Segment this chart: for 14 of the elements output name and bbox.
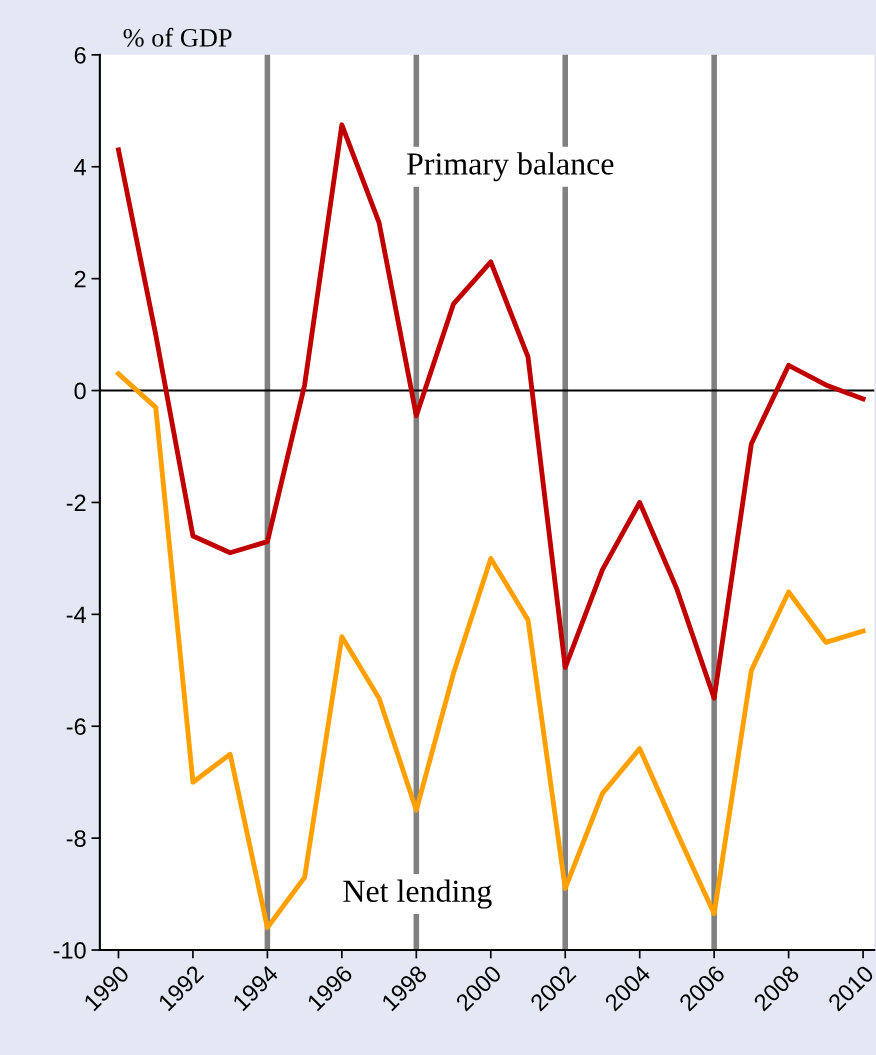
annotation: Net lending xyxy=(343,879,492,909)
y-tick-label: -2 xyxy=(66,494,86,511)
annotation: Primary balance xyxy=(406,152,614,182)
y-tick-label: -8 xyxy=(66,830,86,847)
y-tick-label: -10 xyxy=(53,942,86,959)
y-tick-label: 6 xyxy=(74,46,86,64)
y-axis-title: % of GDP xyxy=(123,27,232,47)
line-series xyxy=(116,122,866,701)
line-series xyxy=(116,371,866,931)
y-tick-label: 0 xyxy=(74,382,86,400)
y-tick-label: -4 xyxy=(66,606,86,623)
y-tick-label: -6 xyxy=(66,718,86,736)
y-tick-label: 2 xyxy=(74,270,86,288)
y-tick-label: 4 xyxy=(74,159,86,176)
